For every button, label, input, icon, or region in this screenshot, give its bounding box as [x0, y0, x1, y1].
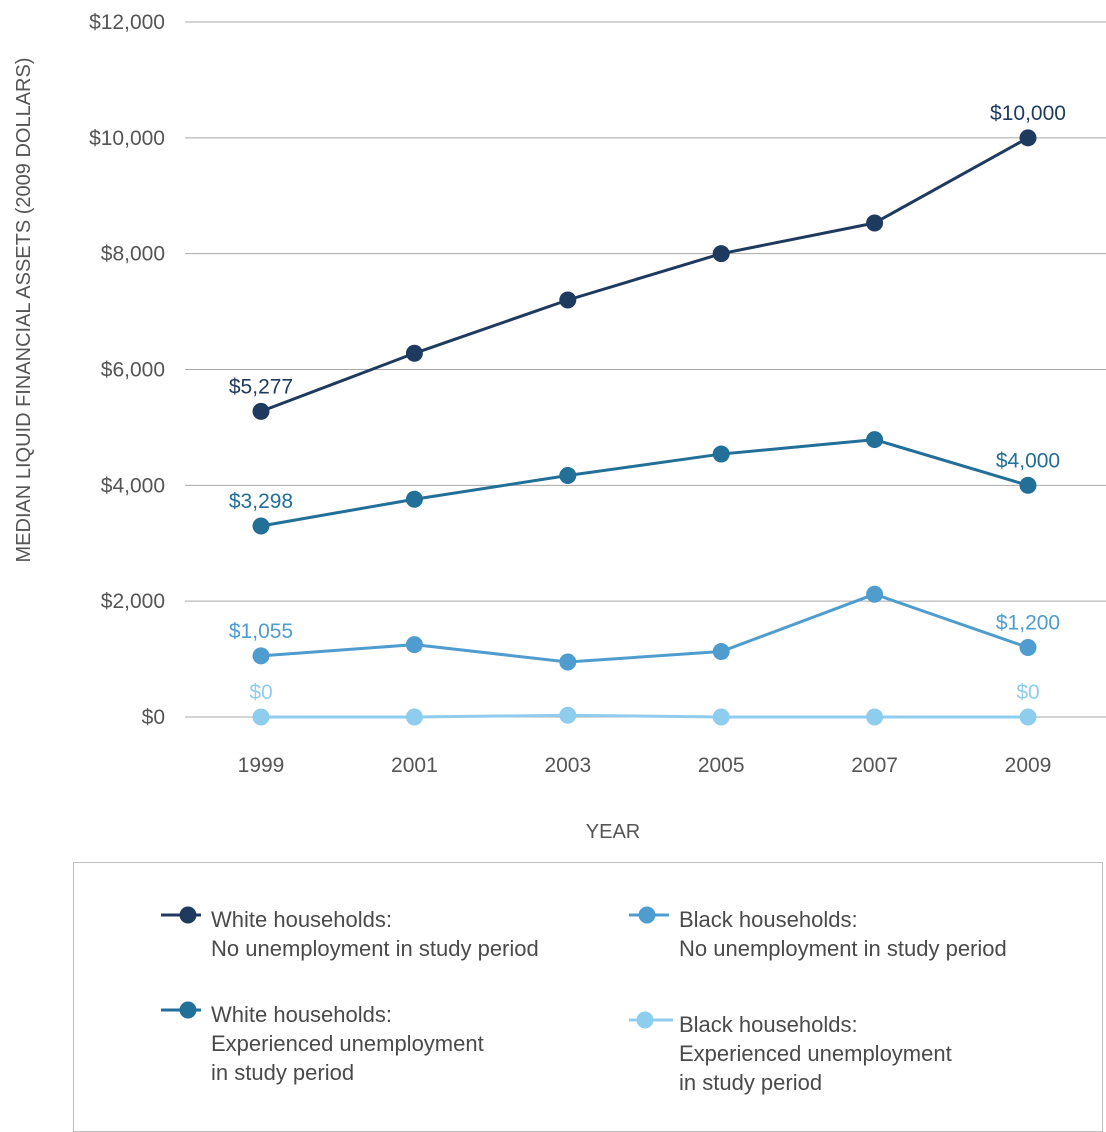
- legend-label-line3: in study period: [679, 1070, 823, 1095]
- data-point: [405, 708, 423, 726]
- y-tick-label: $10,000: [89, 127, 165, 150]
- legend-label-line1: White households:: [211, 1002, 392, 1027]
- data-point: [405, 636, 423, 654]
- y-tick-label: $0: [142, 706, 165, 729]
- legend-swatch-series-2: [161, 1001, 201, 1019]
- data-point: [712, 643, 730, 661]
- series-3: $1,055 $1,200: [229, 585, 1060, 671]
- legend-swatch-series-3: [629, 906, 669, 924]
- series-group: $5,277$10,000$3,298$4,000$1,055 $1,200$0 $…: [229, 102, 1066, 726]
- y-tick-label: $2,000: [101, 590, 165, 613]
- line-chart: $0 $2,000 $4,000 $6,000 $8,000 $10,000 $12,000…: [13, 11, 1106, 843]
- legend-swatch-series-4: [629, 1011, 673, 1029]
- data-label-end: $10,000: [990, 102, 1066, 125]
- data-point: [712, 445, 730, 463]
- data-label-start: $5,277: [229, 375, 293, 398]
- legend-label-line2: No unemployment in study period: [679, 936, 1007, 961]
- data-point: [1019, 708, 1037, 726]
- series-line: [260, 136, 1029, 413]
- data-point: [1019, 476, 1037, 494]
- legend-label-line1: White households:: [211, 907, 392, 932]
- data-point: [866, 214, 884, 232]
- y-axis-label: MEDIAN LIQUID FINANCIAL ASSETS (2009 DOL…: [13, 58, 35, 563]
- data-point: [866, 708, 884, 726]
- data-label-end: $1,200: [996, 612, 1060, 635]
- y-tick-label: $8,000: [101, 243, 165, 266]
- data-point: [252, 647, 270, 665]
- series-line: [260, 592, 1029, 664]
- x-axis-label: YEAR: [586, 821, 640, 843]
- data-point: [405, 344, 423, 362]
- legend-label-line1: Black households:: [679, 1012, 858, 1037]
- legend-label-line2: No unemployment in study period: [211, 936, 539, 961]
- legend-label-line2: Experienced unemployment: [211, 1031, 484, 1056]
- series-4: $0 $0: [249, 681, 1040, 726]
- data-point: [559, 706, 577, 724]
- data-point: [712, 245, 730, 263]
- data-point: [252, 402, 270, 420]
- x-tick-label: 2007: [851, 754, 898, 777]
- data-point: [866, 431, 884, 449]
- data-point: [1019, 639, 1037, 656]
- series-line: [260, 438, 1029, 528]
- data-point: [559, 653, 577, 671]
- x-tick-label: 2009: [1005, 754, 1052, 777]
- legend-label-line2: Experienced unemployment: [679, 1041, 952, 1066]
- data-point: [252, 517, 270, 535]
- x-axis-ticks: 1999 2001 2003 2005 2007 2009: [238, 754, 1052, 777]
- y-tick-label: $12,000: [89, 11, 165, 34]
- legend-label-line1: Black households:: [679, 907, 858, 932]
- data-point: [405, 490, 423, 508]
- x-tick-label: 2001: [391, 754, 438, 777]
- data-point: [559, 466, 577, 484]
- grid-lines: [185, 21, 1106, 718]
- legend-label-line3: in study period: [211, 1060, 355, 1085]
- data-label-end: $0: [1016, 681, 1039, 704]
- data-point: [252, 708, 270, 726]
- data-label-start: $0: [249, 681, 272, 704]
- data-point: [866, 585, 884, 603]
- x-tick-label: 2005: [698, 754, 745, 777]
- data-label-start: $3,298: [229, 490, 293, 513]
- x-tick-label: 1999: [238, 754, 285, 777]
- y-tick-label: $4,000: [101, 474, 165, 497]
- data-label-start: $1,055: [229, 620, 293, 643]
- legend-swatch-series-1: [161, 906, 201, 924]
- y-tick-label: $6,000: [101, 359, 165, 382]
- y-axis-ticks: $0 $2,000 $4,000 $6,000 $8,000 $10,000 $12,000: [89, 11, 165, 729]
- x-tick-label: 2003: [544, 754, 591, 777]
- series-line: [261, 713, 1028, 719]
- series-2: $3,298 $4,000: [229, 431, 1060, 535]
- series-1: $5,277 $10,000: [229, 102, 1066, 420]
- legend: White households: No unemployment in stu…: [73, 862, 1103, 1132]
- data-point: [712, 708, 730, 726]
- data-point: [559, 291, 577, 309]
- data-label-end: $4,000: [996, 449, 1060, 472]
- data-point: [1019, 129, 1037, 147]
